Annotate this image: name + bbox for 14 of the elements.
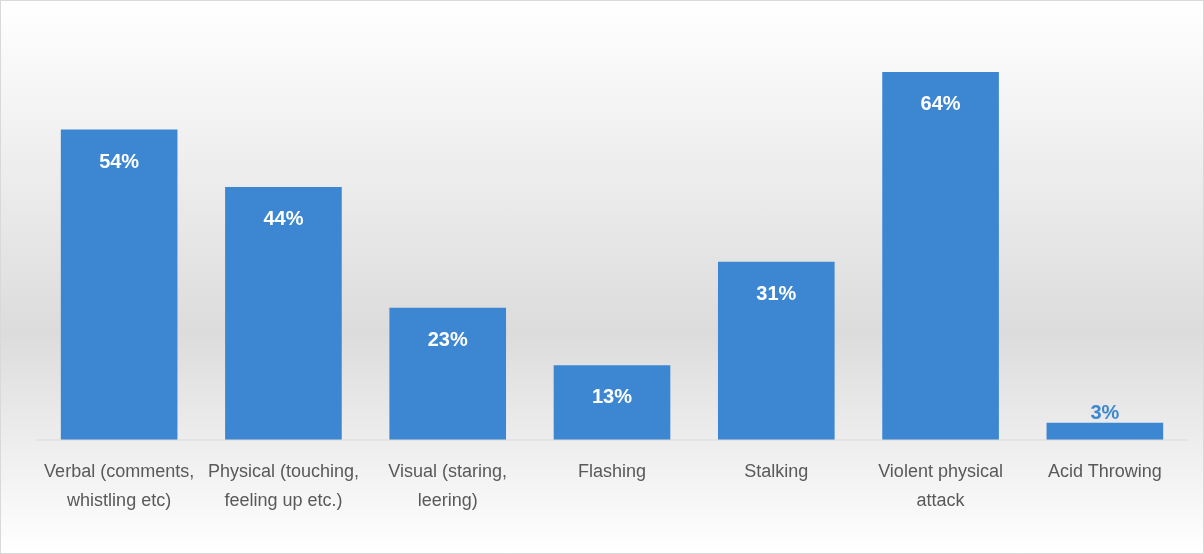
x-tick-label: Violent physical attack [878,461,1003,510]
x-tick-label: Flashing [577,461,647,481]
data-label: 23% [427,327,468,350]
data-label: 13% [591,385,633,408]
data-label: 3% [1090,400,1120,423]
data-label: 54% [99,149,140,172]
x-tick-label: Stalking [744,461,809,481]
x-tick-label: Acid Throwing [1047,461,1162,481]
x-tick-label: Visual (staring, leering) [388,461,508,510]
data-label: 64% [920,92,961,114]
x-tick-label: Verbal (comments, whistling etc) [44,461,195,510]
data-label: 31% [756,281,797,304]
data-label: 44% [263,207,304,229]
x-tick-label: Physical (touching, feeling up etc.) [207,461,359,510]
